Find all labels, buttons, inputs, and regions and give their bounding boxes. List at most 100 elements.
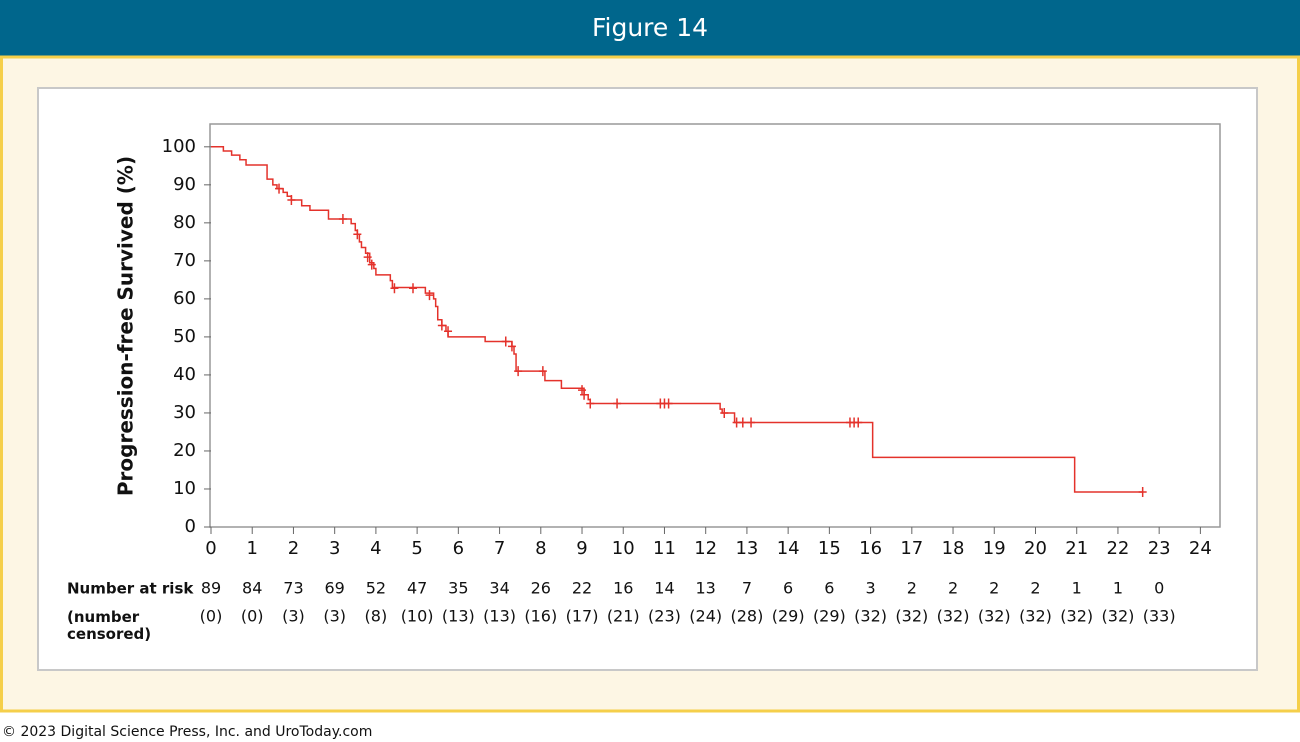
y-tick-label: 80 (173, 212, 196, 233)
at-risk-value: 84 (242, 579, 262, 598)
censored-value: (17) (566, 607, 599, 626)
censor-mark (409, 283, 417, 294)
x-tick-label: 12 (694, 538, 717, 559)
x-tick-label: 9 (576, 538, 587, 559)
censored-value: (3) (323, 607, 346, 626)
x-tick-label: 13 (735, 538, 758, 559)
x-tick-label: 2 (288, 538, 299, 559)
x-tick-label: 7 (494, 538, 505, 559)
y-tick-label: 0 (185, 516, 196, 537)
y-tick-label: 60 (173, 288, 196, 309)
at-risk-value: 2 (907, 579, 917, 598)
censor-mark (353, 229, 362, 240)
at-risk-value: 47 (407, 579, 427, 598)
x-tick-label: 14 (777, 538, 800, 559)
censored-value: (13) (483, 607, 516, 626)
censor-mark (738, 417, 747, 428)
x-tick-label: 24 (1189, 538, 1212, 559)
at-risk-value: 0 (1154, 579, 1164, 598)
at-risk-value: 7 (742, 579, 752, 598)
x-tick-label: 5 (411, 538, 422, 559)
censored-value: (33) (1143, 607, 1176, 626)
censored-label: (number censored) (67, 608, 152, 643)
x-tick-label: 20 (1024, 538, 1047, 559)
plot-border (209, 123, 1221, 528)
at-risk-value: 3 (865, 579, 875, 598)
y-tick-label: 50 (173, 326, 196, 347)
y-tick-label: 90 (173, 174, 196, 195)
risk-label: Number at risk (67, 580, 194, 598)
censored-value: (21) (607, 607, 640, 626)
figure-title: Figure 14 (592, 13, 708, 42)
censor-mark (586, 398, 595, 409)
censor-mark (1138, 487, 1147, 498)
x-tick-label: 11 (653, 538, 676, 559)
censor-mark (580, 389, 589, 400)
censor-mark (747, 417, 756, 428)
censor-mark (444, 326, 453, 337)
at-risk-value: 6 (783, 579, 793, 598)
censor-mark (390, 283, 399, 294)
at-risk-value: 6 (824, 579, 834, 598)
censored-value: (32) (1019, 607, 1052, 626)
censored-value: (28) (730, 607, 763, 626)
censor-mark (367, 259, 376, 270)
x-tick-label: 0 (205, 538, 216, 559)
at-risk-value: 89 (201, 579, 221, 598)
censored-value: (29) (772, 607, 805, 626)
header-bar (0, 0, 1300, 57)
censored-value: (24) (689, 607, 722, 626)
censor-mark (514, 366, 523, 377)
x-tick-label: 21 (1065, 538, 1088, 559)
censored-value: (32) (978, 607, 1011, 626)
y-axis-label: Progression-free Survived (%) (114, 156, 138, 496)
censored-value: (10) (401, 607, 434, 626)
censor-mark (720, 407, 729, 418)
censored-value: (29) (813, 607, 846, 626)
x-tick-label: 16 (859, 538, 882, 559)
footer: © 2023 Digital Science Press, Inc. and U… (2, 724, 372, 740)
x-tick-label: 18 (942, 538, 965, 559)
censor-mark (275, 183, 284, 194)
censored-value: (23) (648, 607, 681, 626)
censored-value: (0) (241, 607, 264, 626)
y-tick-label: 20 (173, 440, 196, 461)
x-tick-label: 22 (1106, 538, 1129, 559)
y-tick-label: 10 (173, 478, 196, 499)
censor-mark (664, 398, 673, 409)
censor-mark (613, 398, 622, 409)
x-tick-label: 23 (1148, 538, 1171, 559)
at-risk-value: 34 (489, 579, 509, 598)
censored-value: (8) (365, 607, 388, 626)
x-tick-label: 1 (246, 538, 257, 559)
censored-value: (32) (1060, 607, 1093, 626)
y-tick-label: 70 (173, 250, 196, 271)
at-risk-value: 26 (531, 579, 551, 598)
x-tick-label: 15 (818, 538, 841, 559)
at-risk-value: 52 (366, 579, 386, 598)
y-tick-label: 100 (162, 136, 196, 157)
censored-value: (32) (1102, 607, 1135, 626)
censor-mark (538, 366, 547, 377)
censor-mark (501, 336, 510, 347)
at-risk-value: 13 (696, 579, 716, 598)
y-tick-label: 40 (173, 364, 196, 385)
at-risk-value: 1 (1113, 579, 1123, 598)
censor-mark (287, 195, 296, 206)
at-risk-value: 69 (324, 579, 344, 598)
at-risk-value: 2 (1030, 579, 1040, 598)
censor-mark (363, 252, 372, 263)
censor-mark (425, 290, 434, 301)
at-risk-value: 2 (948, 579, 958, 598)
y-tick-label: 30 (173, 402, 196, 423)
censored-value: (3) (282, 607, 305, 626)
x-tick-label: 3 (329, 538, 340, 559)
at-risk-value: 1 (1072, 579, 1082, 598)
x-tick-label: 17 (900, 538, 923, 559)
at-risk-value: 2 (989, 579, 999, 598)
at-risk-value: 22 (572, 579, 592, 598)
censored-value: (0) (200, 607, 223, 626)
x-tick-label: 4 (370, 538, 381, 559)
